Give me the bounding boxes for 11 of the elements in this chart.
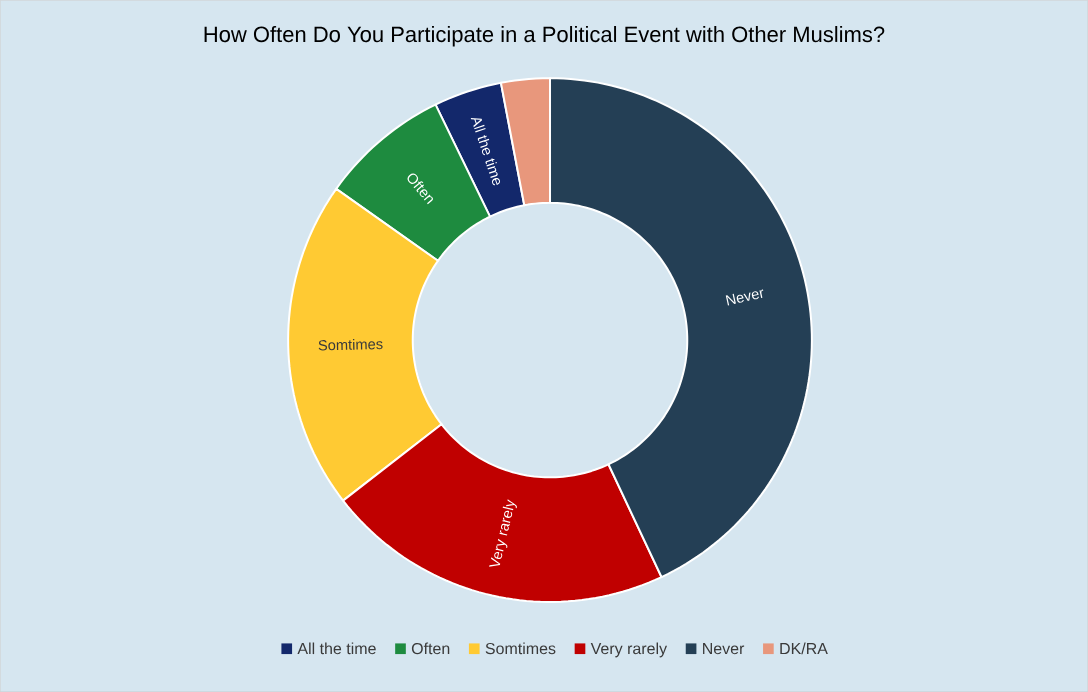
slice-label: All the time bbox=[470, 117, 501, 186]
slice-label: Very rarely bbox=[489, 499, 517, 567]
legend-label: Often bbox=[411, 642, 450, 655]
legend-label: Never bbox=[703, 642, 745, 655]
legend-label: All the time bbox=[297, 642, 376, 655]
legend-label: Very rarely bbox=[590, 642, 668, 658]
legend-label: DK/RA bbox=[780, 642, 828, 655]
slice-label: Never bbox=[725, 289, 764, 306]
chart-title: How Often Do You Participate in a Political Event with Other Muslims? bbox=[204, 25, 885, 47]
slice-label: Somtimes bbox=[318, 338, 383, 351]
legend-label: Somtimes bbox=[485, 642, 556, 655]
